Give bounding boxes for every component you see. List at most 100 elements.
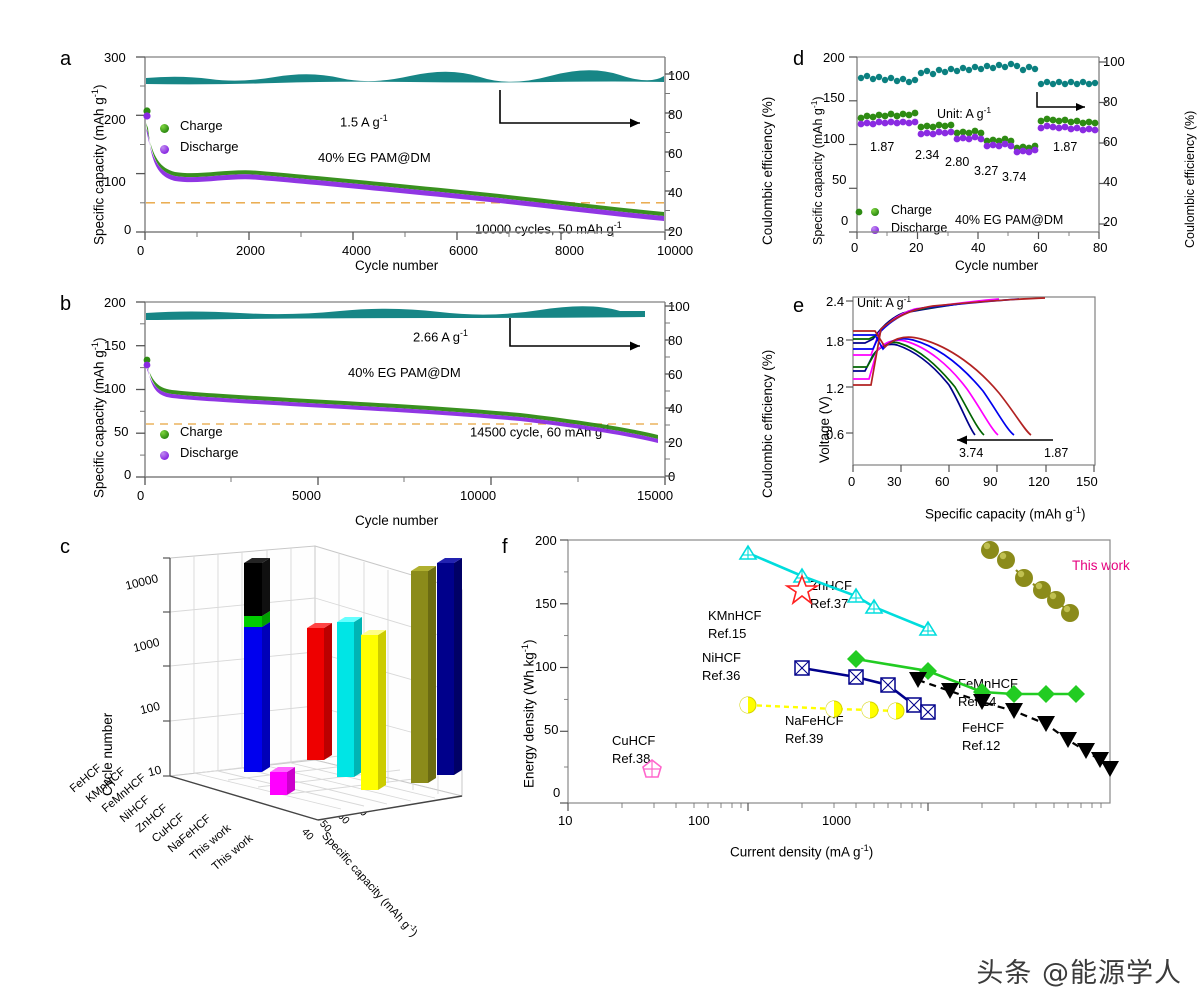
panel-d-y2tick-100: 100	[1103, 54, 1125, 69]
panel-b-legend-label-discharge: Discharge	[180, 445, 239, 460]
panel-f-annot-nafehcf-line1: NaFeHCF	[785, 713, 844, 728]
panel-c-bar-nihcf	[270, 767, 295, 795]
panel-a-sample-annotation: 40% EG PAM@DM	[318, 150, 431, 165]
panel-a-xtick-10000: 10000	[657, 243, 694, 258]
panel-a-y2tick-60: 60	[668, 146, 683, 161]
watermark: 头条 @能源学人	[976, 958, 1182, 989]
panel-d-sample-label: 40% EG PAM@DM	[955, 213, 1064, 227]
panel-b-y2tick-60: 60	[668, 367, 683, 382]
panel-f-series-znhcf	[738, 544, 938, 636]
panel-e-curve-red-charge	[853, 297, 1046, 386]
panel-e-xtick-90: 90	[983, 474, 998, 489]
panel-d-plot	[849, 56, 1107, 239]
panel-d-discharge-series	[857, 118, 1099, 156]
panel-f-letter: f	[502, 536, 508, 558]
panel-f-annot-fehcf-line2: Ref.12	[962, 738, 1001, 753]
panel-a-y2tick-20: 20	[668, 224, 683, 239]
panel-e-ytick-1.8: 1.8	[826, 334, 845, 349]
panel-e-letter: e	[793, 295, 805, 317]
panel-d-letter: d	[793, 48, 805, 70]
panel-a-ytick-0: 0	[124, 222, 132, 237]
panel-d-y2tick-40: 40	[1103, 174, 1118, 189]
panel-b-xlabel: Cycle number	[355, 513, 439, 528]
panel-a-xtick-8000: 8000	[555, 243, 584, 258]
panel-a-y2tick-100: 100	[668, 68, 690, 83]
panel-b-y2tick-80: 80	[668, 333, 683, 348]
panel-b-xtick-10000: 10000	[460, 488, 497, 503]
panel-b-xtick-0: 0	[137, 488, 145, 503]
panel-d-charge-series	[855, 109, 1099, 216]
panel-a-rate-annotation: 1.5 A g-1	[340, 113, 388, 130]
panel-b-y2tick-100: 100	[668, 299, 690, 314]
panel-f-series-kmnhcf	[784, 573, 820, 606]
panel-a-xtick-6000: 6000	[449, 243, 478, 258]
panel-a-letter: a	[60, 48, 72, 70]
panel-e-xtick-60: 60	[935, 474, 950, 489]
panel-b-y2tick-20: 20	[668, 435, 683, 450]
panel-f-annot-thiswork: This work	[1072, 558, 1130, 573]
panel-f-series-thiswork	[981, 541, 1079, 622]
panel-e-xtick-150: 150	[1076, 474, 1098, 489]
panel-d-xlabel: Cycle number	[955, 258, 1039, 273]
panel-a-y2tick-80: 80	[668, 107, 683, 122]
panel-a-xtick-2000: 2000	[236, 243, 265, 258]
panel-d-rate-5: 3.74	[1002, 170, 1027, 184]
panel-d-rate-4: 3.27	[974, 164, 999, 178]
panel-f-xlabel: Current density (mA g-1)	[730, 843, 874, 860]
panel-a-ytick-300: 300	[104, 50, 126, 65]
panel-a-ytick-200: 200	[104, 112, 126, 127]
panel-d-ytick-0: 0	[841, 213, 849, 228]
panel-f-annot-kmnhcf-line1: KMnHCF	[708, 608, 762, 623]
panel-e-curve-magenta-discharge	[853, 339, 999, 436]
panel-f-series-nafehcf	[739, 696, 905, 720]
panel-d-y2tick-60: 60	[1103, 134, 1118, 149]
panel-a-xtick-4000: 4000	[342, 243, 371, 258]
panel-d-xtick-80: 80	[1093, 240, 1108, 255]
panel-a: a Specific capacity (mAh g-1) Coulombic …	[0, 0, 790, 285]
panel-a-charge-series	[146, 123, 664, 216]
panel-f-series-nihcf	[794, 660, 936, 720]
panel-b: b Specific capacity (mAh g-1) Coulombic …	[0, 282, 790, 547]
panel-a-ytick-100: 100	[104, 174, 126, 189]
panel-d-y2tick-20: 20	[1103, 214, 1118, 229]
panel-e-plot	[846, 296, 1096, 472]
panel-f-xtick-100: 100	[688, 813, 710, 828]
panel-a-legend-marker-discharge	[160, 145, 169, 154]
panel-c-bar-thiswork-olive	[411, 566, 436, 783]
panel-f-annot-nihcf-line2: Ref.36	[702, 668, 741, 683]
panel-e-xlabel: Specific capacity (mAh g-1)	[925, 505, 1086, 522]
panel-b-xtick-15000: 15000	[637, 488, 674, 503]
panel-f-annot-nafehcf-line2: Ref.39	[785, 731, 824, 746]
panel-f-annot-kmnhcf-line2: Ref.15	[708, 626, 747, 641]
panel-e-arrow-left-label: 3.74	[959, 446, 984, 460]
panel-b-legend-marker-discharge	[160, 451, 169, 460]
panel-b-ce-series	[146, 306, 645, 320]
panel-b-letter: b	[60, 293, 72, 315]
panel-c-plot	[163, 545, 463, 821]
panel-e: e Voltage (V) Specific capacity (mAh g-1…	[785, 283, 1200, 548]
panel-b-ytick-0: 0	[124, 467, 132, 482]
panel-c-bar-thiswork-navy	[437, 558, 462, 775]
panel-f-ytick-100: 100	[535, 659, 557, 674]
panel-d-xtick-0: 0	[851, 240, 859, 255]
panel-b-plot	[136, 301, 674, 485]
panel-f-series-cuhcf	[642, 758, 662, 778]
panel-d-ytick-50: 50	[832, 172, 847, 187]
panel-d-rate-6: 1.87	[1053, 140, 1078, 154]
panel-b-ytick-150: 150	[104, 338, 126, 353]
panel-f-ytick-200: 200	[535, 533, 557, 548]
panel-e-unit-label: Unit: A g-1	[857, 294, 912, 311]
panel-d-y2tick-80: 80	[1103, 94, 1118, 109]
panel-b-rate-annotation: 2.66 A g-1	[413, 328, 468, 345]
panel-a-ce-series	[146, 70, 664, 85]
panel-e-curve-red-discharge	[853, 330, 1032, 436]
panel-c-bar-znhcf	[307, 623, 332, 760]
panel-e-curve-green-charge	[853, 300, 982, 340]
panel-f-xtick-10: 10	[558, 813, 573, 828]
panel-d-legend-label-charge: Charge	[891, 203, 932, 217]
panel-e-xtick-0: 0	[848, 474, 856, 489]
panel-c: c Cycle number 10000 1000 100 10 FeHCF K…	[30, 528, 500, 940]
panel-f-series-fehcf	[909, 672, 1119, 777]
panel-f-annot-cuhcf-line1: CuHCF	[612, 733, 656, 748]
